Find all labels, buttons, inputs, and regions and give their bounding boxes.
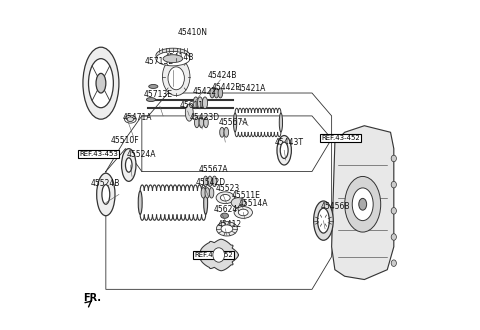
Text: 45442F: 45442F	[212, 82, 240, 92]
Ellipse shape	[280, 142, 288, 158]
Ellipse shape	[102, 184, 110, 204]
Ellipse shape	[149, 84, 158, 88]
Ellipse shape	[83, 47, 119, 119]
Ellipse shape	[239, 209, 248, 216]
Ellipse shape	[156, 51, 190, 66]
Ellipse shape	[352, 188, 373, 221]
Ellipse shape	[121, 148, 136, 182]
Ellipse shape	[221, 213, 228, 218]
Ellipse shape	[204, 117, 208, 128]
Text: 45510F: 45510F	[111, 136, 139, 145]
Text: 45511E: 45511E	[232, 191, 261, 200]
Ellipse shape	[162, 58, 190, 96]
Ellipse shape	[88, 59, 113, 108]
Ellipse shape	[220, 194, 230, 201]
Text: 45414B: 45414B	[165, 52, 194, 61]
Ellipse shape	[221, 225, 233, 233]
Text: 45514A: 45514A	[239, 199, 268, 208]
Ellipse shape	[96, 73, 106, 93]
Ellipse shape	[209, 187, 214, 198]
Ellipse shape	[213, 248, 225, 262]
Ellipse shape	[214, 88, 219, 98]
Text: 45456B: 45456B	[320, 202, 349, 212]
Text: 45624C: 45624C	[214, 205, 243, 214]
Ellipse shape	[204, 176, 208, 186]
Ellipse shape	[216, 192, 234, 204]
Ellipse shape	[168, 67, 184, 90]
Ellipse shape	[224, 127, 228, 137]
Ellipse shape	[208, 176, 212, 186]
Ellipse shape	[345, 177, 381, 232]
Ellipse shape	[234, 207, 252, 218]
Ellipse shape	[391, 234, 396, 240]
Ellipse shape	[391, 182, 396, 188]
Text: REF.43-452: REF.43-452	[194, 252, 233, 258]
Ellipse shape	[231, 198, 246, 208]
Text: 45524B: 45524B	[91, 180, 120, 188]
Ellipse shape	[146, 98, 156, 102]
Ellipse shape	[220, 127, 224, 137]
Text: 45423D: 45423D	[189, 113, 219, 122]
Ellipse shape	[96, 173, 115, 216]
Ellipse shape	[391, 155, 396, 162]
Ellipse shape	[279, 113, 283, 132]
Ellipse shape	[125, 158, 132, 172]
Ellipse shape	[233, 113, 237, 132]
Text: 45611: 45611	[180, 101, 204, 110]
Ellipse shape	[216, 222, 238, 236]
Polygon shape	[201, 239, 239, 271]
Ellipse shape	[204, 191, 208, 214]
Text: REF.43-452: REF.43-452	[322, 135, 360, 141]
Text: 45524A: 45524A	[127, 150, 156, 159]
Polygon shape	[332, 126, 394, 280]
Text: 45424B: 45424B	[207, 71, 237, 80]
Ellipse shape	[185, 104, 193, 121]
Text: 45713E: 45713E	[145, 57, 174, 66]
Text: 45567A: 45567A	[198, 165, 228, 175]
Ellipse shape	[359, 198, 367, 210]
Ellipse shape	[205, 187, 210, 198]
Ellipse shape	[313, 201, 333, 240]
Text: 45422: 45422	[192, 87, 216, 96]
Text: 45412: 45412	[218, 220, 242, 229]
Text: 45421A: 45421A	[237, 83, 266, 93]
Ellipse shape	[193, 97, 198, 109]
Ellipse shape	[163, 55, 183, 63]
Text: 45523: 45523	[216, 184, 240, 193]
Text: 45443T: 45443T	[275, 138, 303, 147]
Ellipse shape	[194, 117, 199, 128]
Ellipse shape	[210, 88, 215, 98]
Text: 45567A: 45567A	[219, 118, 248, 127]
Ellipse shape	[391, 260, 396, 266]
Ellipse shape	[277, 136, 291, 165]
Ellipse shape	[156, 48, 190, 63]
Text: 45410N: 45410N	[178, 28, 208, 37]
Ellipse shape	[197, 97, 203, 109]
Text: FR.: FR.	[83, 293, 101, 303]
Text: 45471A: 45471A	[122, 113, 152, 122]
Ellipse shape	[318, 208, 329, 233]
Ellipse shape	[218, 88, 223, 98]
Text: REF.43-453: REF.43-453	[79, 150, 118, 156]
Ellipse shape	[391, 208, 396, 214]
Ellipse shape	[203, 97, 208, 109]
Ellipse shape	[138, 191, 142, 214]
Text: 45542D: 45542D	[195, 179, 225, 187]
Ellipse shape	[199, 117, 204, 128]
Ellipse shape	[212, 176, 217, 186]
Ellipse shape	[124, 115, 136, 123]
Ellipse shape	[201, 187, 205, 198]
Ellipse shape	[127, 117, 133, 121]
Text: 45713E: 45713E	[144, 90, 172, 99]
